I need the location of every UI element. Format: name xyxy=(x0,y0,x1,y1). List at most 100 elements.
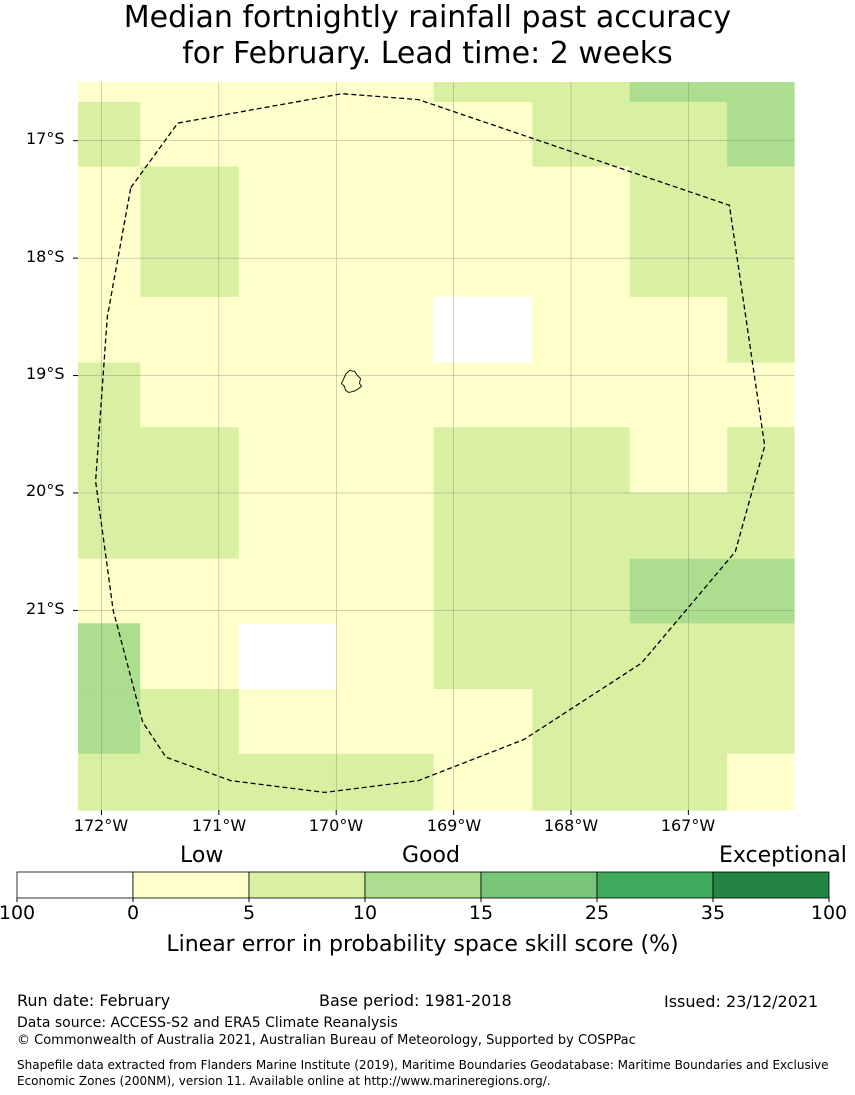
colorbar-tick: 100 xyxy=(810,902,848,924)
heatmap-cell xyxy=(238,492,337,560)
colorbar-segment xyxy=(712,871,830,899)
heatmap-cell xyxy=(532,753,631,811)
base-period: Base period: 1981-2018 xyxy=(319,991,512,1010)
colorbar-segment xyxy=(596,871,714,899)
heatmap-cell xyxy=(629,101,728,168)
heatmap-cell xyxy=(78,82,141,103)
heatmap-cell xyxy=(78,753,141,811)
heatmap-cell xyxy=(629,753,728,811)
heatmap-cell xyxy=(238,166,337,233)
heatmap-cell xyxy=(140,427,240,494)
heatmap-cell xyxy=(336,362,435,428)
heatmap-cell xyxy=(336,753,435,811)
heatmap-cell xyxy=(433,689,533,755)
heatmap-cell xyxy=(140,166,240,233)
heatmap-cell xyxy=(433,558,533,624)
heatmap-cell xyxy=(433,166,533,233)
heatmap-cell xyxy=(336,166,435,233)
heatmap-cell xyxy=(140,753,240,811)
heatmap-cell xyxy=(433,296,533,364)
heatmap-cell xyxy=(140,623,240,690)
heatmap-cell xyxy=(238,427,337,494)
heatmap-cell xyxy=(140,232,240,298)
heatmap-cell xyxy=(78,689,141,755)
heatmap-cell xyxy=(78,623,141,690)
heatmap-cell xyxy=(336,232,435,298)
x-tick-label: 172°W xyxy=(73,816,129,835)
colorbar-segment xyxy=(248,871,366,899)
heatmap-cell xyxy=(727,558,795,624)
heatmap-cell xyxy=(629,689,728,755)
heatmap-cell xyxy=(532,82,631,103)
heatmap-cell xyxy=(433,427,533,494)
y-tick-label: 17°S xyxy=(26,129,65,148)
colorbar-segment xyxy=(132,871,250,899)
chart-title: Median fortnightly rainfall past accurac… xyxy=(0,0,855,72)
heatmap-cell xyxy=(532,296,631,364)
heatmap-cell xyxy=(336,296,435,364)
data-source: Data source: ACCESS-S2 and ERA5 Climate … xyxy=(17,1015,398,1031)
heatmap-cell xyxy=(433,82,533,103)
heatmap-cell xyxy=(532,166,631,233)
category-exceptional: Exceptional xyxy=(719,843,847,868)
heatmap-cell xyxy=(727,753,795,811)
heatmap-cell xyxy=(532,623,631,690)
heatmap-cell xyxy=(727,623,795,690)
heatmap-cell xyxy=(78,492,141,560)
heatmap-cell xyxy=(727,101,795,168)
title-line-2: for February. Lead time: 2 weeks xyxy=(182,36,673,71)
heatmap-cell xyxy=(532,427,631,494)
heatmap-cell xyxy=(78,558,141,624)
x-tick-label: 171°W xyxy=(191,816,247,835)
colorbar-tick: 10 xyxy=(352,902,378,924)
colorbar-segment xyxy=(480,871,598,899)
x-tick-label: 169°W xyxy=(426,816,482,835)
run-date: Run date: February xyxy=(17,991,171,1010)
colorbar-tick: 35 xyxy=(700,902,726,924)
heatmap-cell xyxy=(238,82,337,103)
heatmap-cell xyxy=(532,689,631,755)
heatmap-cell xyxy=(433,753,533,811)
heatmap-cell xyxy=(238,753,337,811)
colorbar-segment xyxy=(16,871,134,899)
heatmap-cell xyxy=(336,427,435,494)
colorbar-tick: 15 xyxy=(468,902,494,924)
heatmap-cell xyxy=(532,101,631,168)
heatmap-cell xyxy=(727,492,795,560)
heatmap-cell xyxy=(238,558,337,624)
category-good: Good xyxy=(402,843,460,868)
heatmap-cell xyxy=(727,296,795,364)
heatmap-cell xyxy=(532,232,631,298)
heatmap-cell xyxy=(629,558,728,624)
heatmap-cell xyxy=(78,101,141,168)
heatmap-cell xyxy=(336,492,435,560)
x-tick-label: 167°W xyxy=(660,816,716,835)
heatmap-cell xyxy=(532,492,631,560)
heatmap-cell xyxy=(433,232,533,298)
shapefile-note: Shapefile data extracted from Flanders M… xyxy=(17,1058,829,1088)
heatmap-cell xyxy=(629,492,728,560)
heatmap-cell xyxy=(727,166,795,233)
heatmap-cell xyxy=(336,689,435,755)
colorbar-label: Linear error in probability space skill … xyxy=(166,932,679,957)
heatmap-cell xyxy=(629,232,728,298)
heatmap-cell xyxy=(629,362,728,428)
heatmap-cell xyxy=(140,101,240,168)
island-outline xyxy=(340,369,363,393)
heatmap-cell xyxy=(140,82,240,103)
y-tick-label: 18°S xyxy=(26,247,65,266)
heatmap-cell xyxy=(140,689,240,755)
heatmap-cell xyxy=(336,82,435,103)
heatmap-cell xyxy=(629,427,728,494)
heatmap-cell xyxy=(140,296,240,364)
heatmap-cell xyxy=(727,427,795,494)
heatmap-cell xyxy=(78,427,141,494)
heatmap-cell xyxy=(532,558,631,624)
x-tick-label: 170°W xyxy=(308,816,364,835)
heatmap-cell xyxy=(336,558,435,624)
heatmap-cell xyxy=(433,362,533,428)
heatmap-cell xyxy=(140,558,240,624)
heatmap-cell xyxy=(78,166,141,233)
heatmap-cell xyxy=(727,82,795,103)
